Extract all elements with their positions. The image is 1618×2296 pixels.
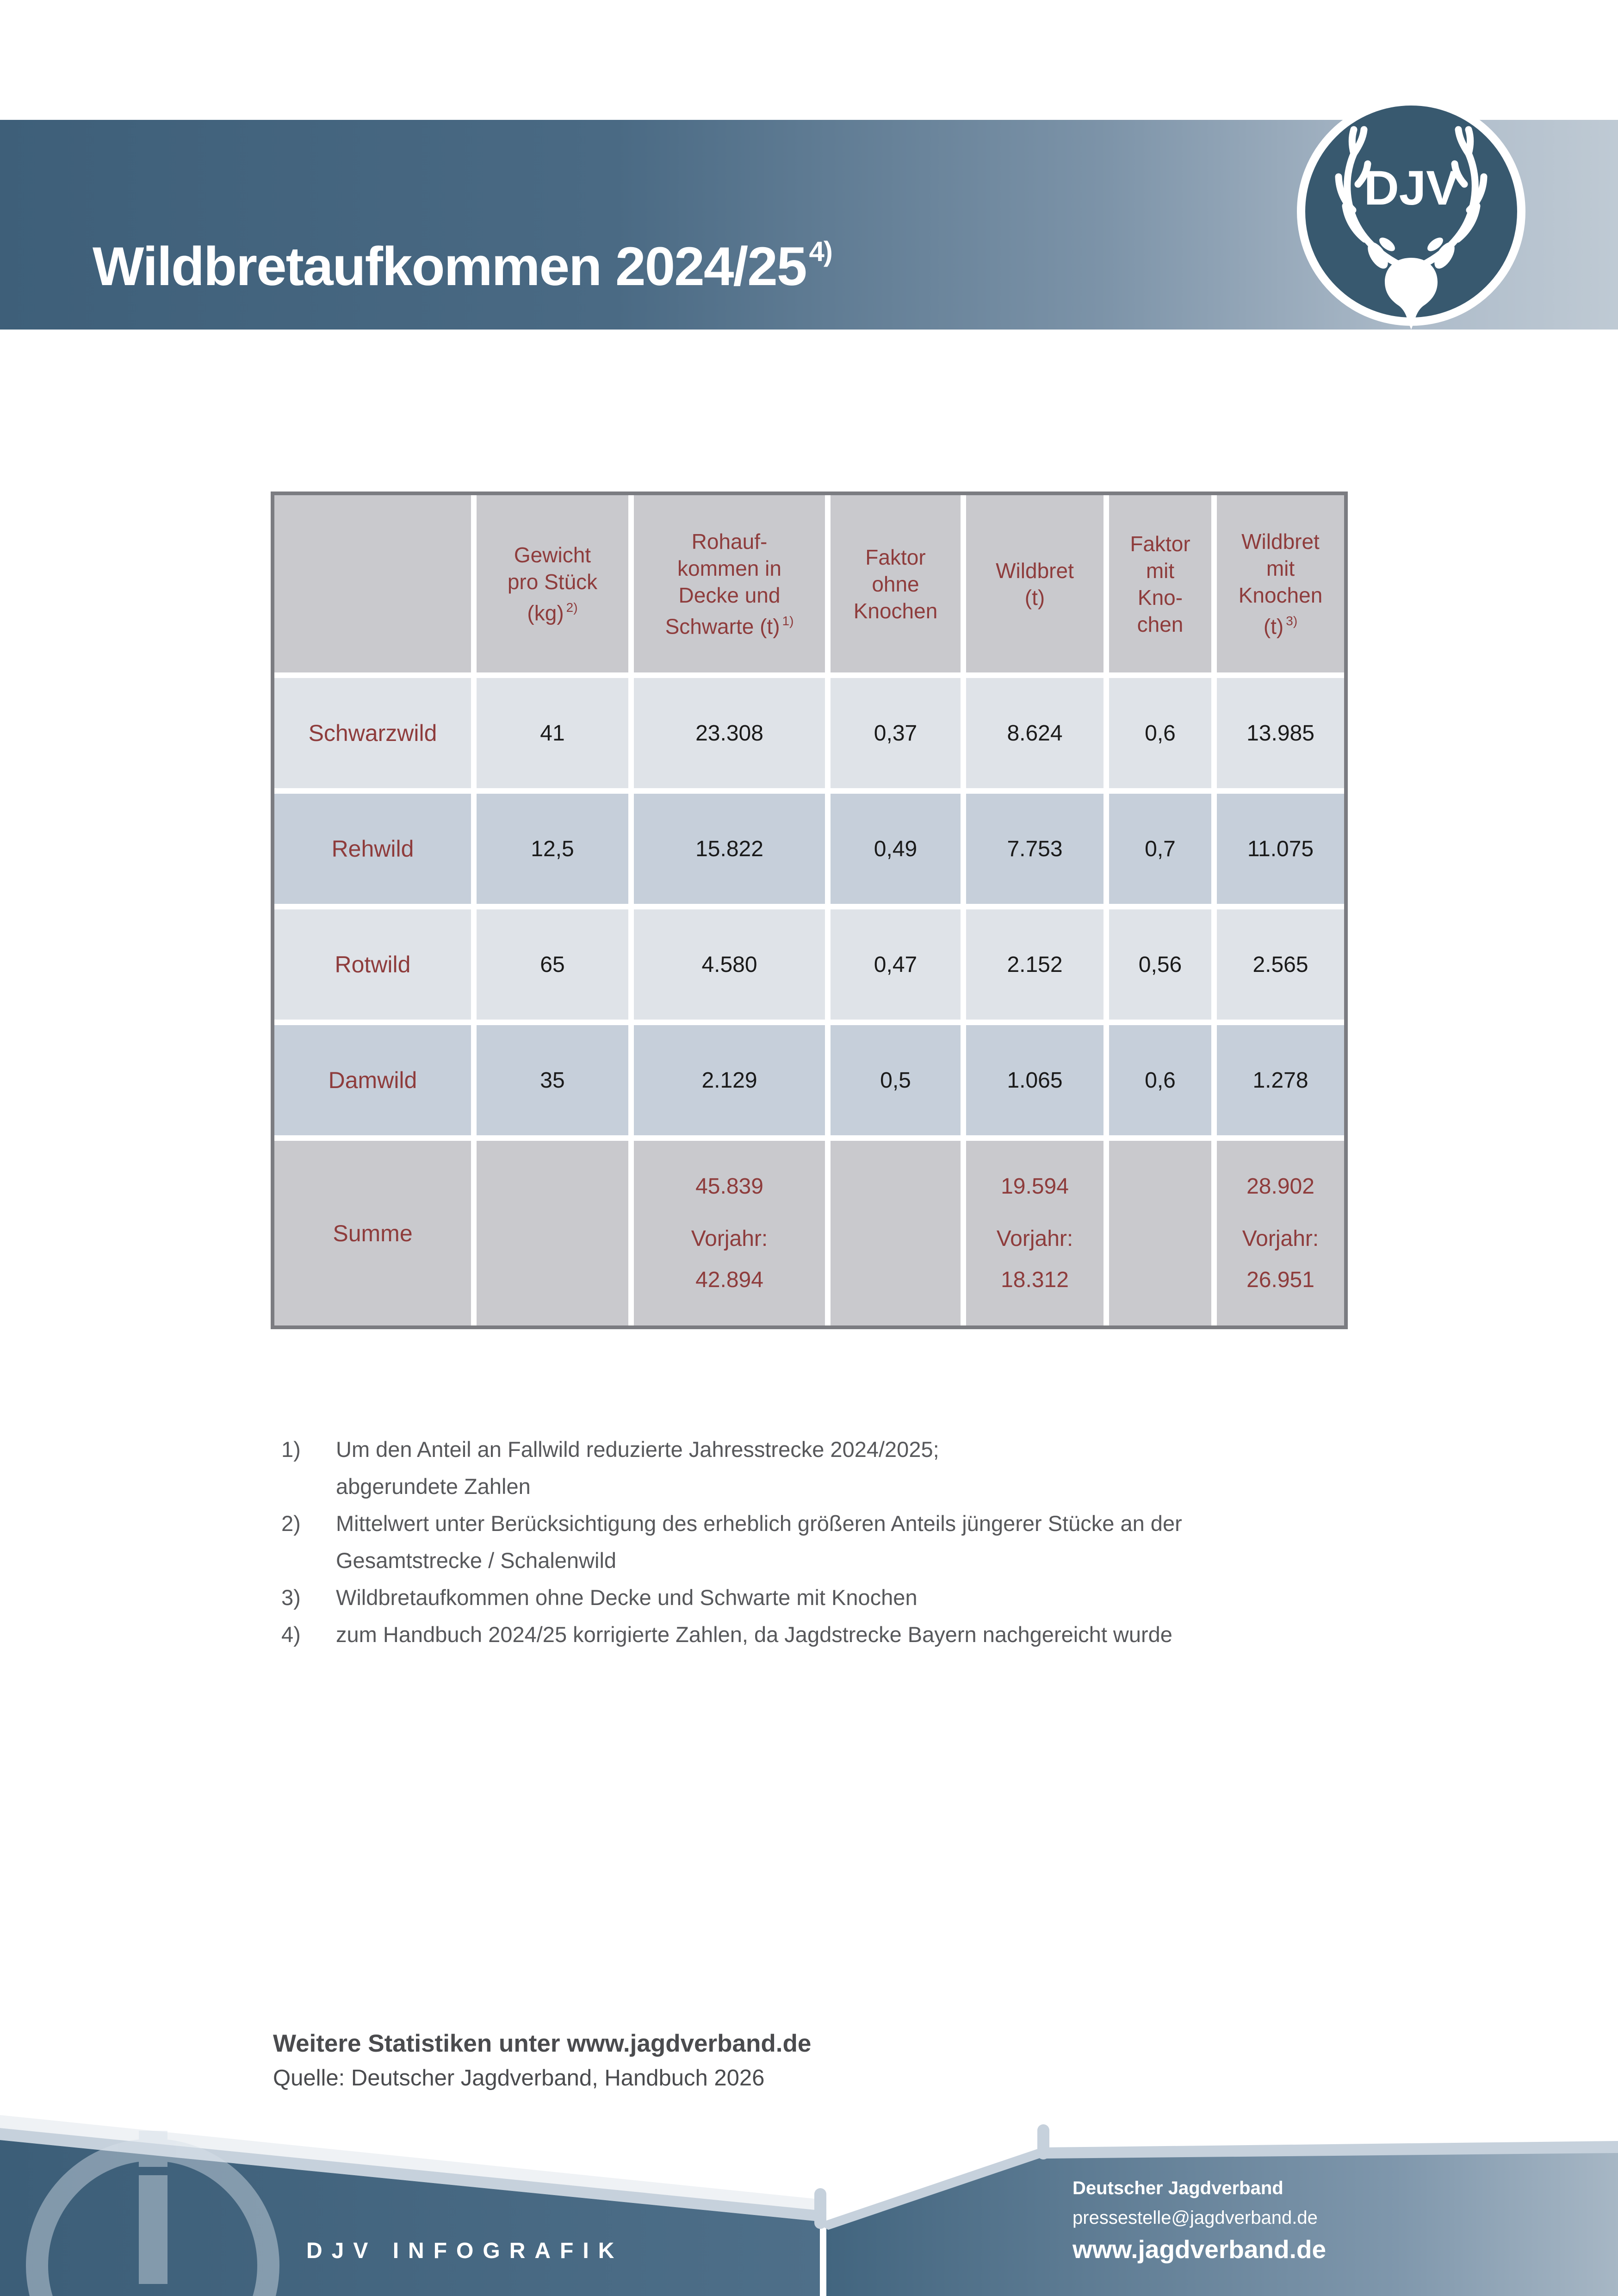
table-cell: 0,49 — [831, 794, 961, 904]
more-statistics-note: Weitere Statistiken unter www.jagdverban… — [273, 2030, 812, 2057]
table-cell: 13.985 — [1217, 678, 1344, 788]
summe-wildbret: 19.594 Vorjahr: 18.312 — [966, 1141, 1103, 1325]
footer-dark-right — [826, 2146, 1618, 2296]
source-block: Weitere Statistiken unter www.jagdverban… — [273, 2029, 811, 2091]
table-cell: 0,6 — [1109, 1025, 1211, 1135]
page-title-footnote-ref: 4) — [809, 236, 832, 267]
footer-website: www.jagdverband.de — [1072, 2235, 1327, 2264]
table-cell: 1.278 — [1217, 1025, 1344, 1135]
row-label-rehwild: Rehwild — [274, 794, 471, 904]
table-cell: 12,5 — [477, 794, 628, 904]
wildbret-table: Gewicht pro Stück (kg) 2) Rohauf- kommen … — [271, 492, 1348, 1329]
footer-light-band-right — [1045, 2141, 1618, 2159]
footnote-2: 2) Mittelwert unter Berücksichtigung des… — [281, 1511, 1182, 1573]
table-cell: 4.580 — [634, 909, 825, 1020]
footer-email: pressestelle@jagdverband.de — [1072, 2208, 1318, 2228]
col-header-wildbret-mit-knochen: Wildbret mit Knochen (t) 3) — [1217, 495, 1344, 672]
table-cell: 0,7 — [1109, 794, 1211, 904]
table-cell: 1.065 — [966, 1025, 1103, 1135]
col-header-faktor-ohne: Faktor ohne Knochen — [831, 495, 961, 672]
footnotes: 1) Um den Anteil an Fallwild reduzierte … — [281, 1431, 1466, 1653]
footer-organisation: Deutscher Jagdverband — [1072, 2178, 1283, 2198]
djv-infografik-label: DJV INFOGRAFIK — [306, 2239, 624, 2263]
footnote-1: 1) Um den Anteil an Fallwild reduzierte … — [281, 1437, 939, 1499]
info-icon — [26, 2131, 279, 2296]
page-title: Wildbretaufkommen 2024/25 4) — [93, 235, 833, 298]
footnote-ref-1: 1) — [782, 613, 794, 628]
source-note: Quelle: Deutscher Jagdverband, Handbuch … — [273, 2066, 765, 2091]
row-label-schwarzwild: Schwarzwild — [274, 678, 471, 788]
footnote-ref-3: 3) — [1286, 613, 1298, 628]
table-cell-empty — [477, 1141, 628, 1325]
ribbon-knob-peak — [1037, 2124, 1049, 2159]
table-cell: 8.624 — [966, 678, 1103, 788]
table-cell: 2.152 — [966, 909, 1103, 1020]
row-label-summe: Summe — [274, 1141, 471, 1325]
footnote-ref-2: 2) — [566, 600, 578, 615]
col-header-gewicht: Gewicht pro Stück (kg) 2) — [477, 495, 628, 672]
footer: DJV INFOGRAFIK Deutscher Jagdverband pre… — [0, 2110, 1618, 2296]
footer-dark-left — [0, 2140, 820, 2296]
col-header-rohaufkommen: Rohauf- kommen in Decke und Schwarte (t)… — [634, 495, 825, 672]
logo-djv-text: DJV — [1364, 161, 1458, 215]
row-label-damwild: Damwild — [274, 1025, 471, 1135]
table-cell: 0,37 — [831, 678, 961, 788]
table-cell: 35 — [477, 1025, 628, 1135]
summe-wildbret-mit-knochen: 28.902 Vorjahr: 26.951 — [1217, 1141, 1344, 1325]
table-cell: 23.308 — [634, 678, 825, 788]
footer-light-band-left — [0, 2128, 820, 2221]
table-cell: 0,47 — [831, 909, 961, 1020]
table-cell: 2.565 — [1217, 909, 1344, 1020]
table-cell: 15.822 — [634, 794, 825, 904]
table-cell: 7.753 — [966, 794, 1103, 904]
table-cell: 41 — [477, 678, 628, 788]
table-cell: 65 — [477, 909, 628, 1020]
table-cell: 0,56 — [1109, 909, 1211, 1020]
table-cell: 0,6 — [1109, 678, 1211, 788]
table-cell: 11.075 — [1217, 794, 1344, 904]
table-cell-empty — [831, 1141, 961, 1325]
table-cell: 0,5 — [831, 1025, 961, 1135]
footnote-3: 3) Wildbretaufkommen ohne Decke und Schw… — [281, 1585, 917, 1610]
deer-head-icon — [1368, 237, 1455, 330]
footnote-4: 4) zum Handbuch 2024/25 korrigierte Zahl… — [281, 1622, 1172, 1647]
footer-ribbon — [0, 2115, 1618, 2296]
row-label-rotwild: Rotwild — [274, 909, 471, 1020]
col-header-faktor-mit: Faktor mit Kno- chen — [1109, 495, 1211, 672]
djv-logo: DJV — [1297, 97, 1525, 330]
table-cell-empty — [1109, 1141, 1211, 1325]
ribbon-knob-valley — [814, 2188, 826, 2229]
col-header-empty — [274, 495, 471, 672]
page-title-text: Wildbretaufkommen 2024/25 — [93, 236, 807, 297]
table-cell: 2.129 — [634, 1025, 825, 1135]
footer-highlight-band — [0, 2115, 820, 2210]
footer-light-band-rising — [818, 2147, 1052, 2230]
summe-rohaufkommen: 45.839 Vorjahr: 42.894 — [634, 1141, 825, 1325]
col-header-wildbret: Wildbret (t) — [966, 495, 1103, 672]
